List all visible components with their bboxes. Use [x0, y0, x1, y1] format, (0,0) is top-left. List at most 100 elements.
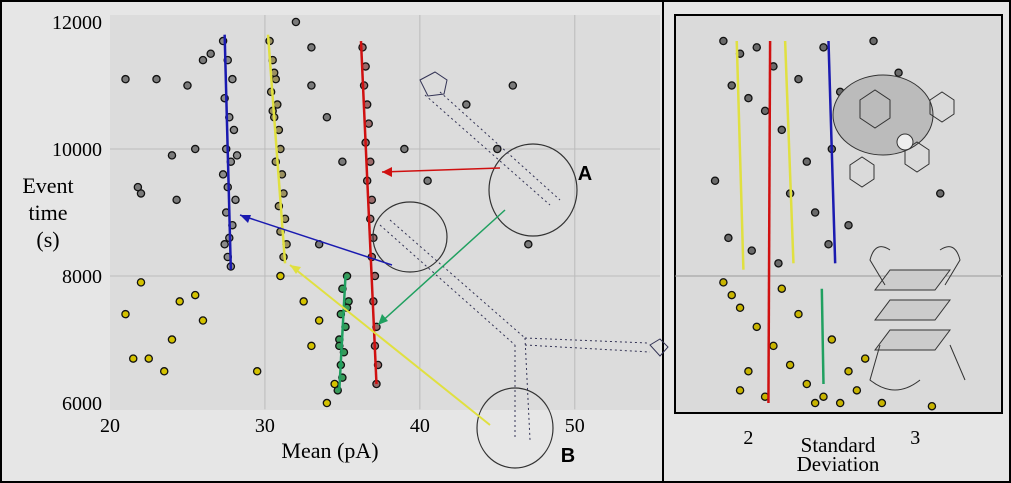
- point: [308, 342, 315, 349]
- point: [895, 69, 902, 76]
- point: [736, 387, 743, 394]
- figure: 20 30 40 50 6000 8000 10000 12000 Mean (pA) Event…: [0, 0, 1011, 483]
- point: [795, 76, 802, 83]
- point: [845, 368, 852, 375]
- point: [300, 298, 307, 305]
- point: [770, 342, 777, 349]
- point: [736, 304, 743, 311]
- point: [803, 158, 810, 165]
- point: [725, 234, 732, 241]
- point: [828, 336, 835, 343]
- y-axis-label: Event: [22, 173, 73, 198]
- point: [145, 355, 152, 362]
- y-tick-label: 10000: [52, 139, 102, 161]
- point: [878, 399, 885, 406]
- point: [168, 336, 175, 343]
- point: [232, 196, 239, 203]
- point: [219, 171, 226, 178]
- ion: [897, 134, 913, 150]
- point: [837, 399, 844, 406]
- point: [820, 393, 827, 400]
- point: [199, 317, 206, 324]
- point: [207, 50, 214, 57]
- point: [745, 368, 752, 375]
- plot-area: [110, 15, 660, 410]
- point: [775, 260, 782, 267]
- point: [122, 311, 129, 318]
- point: [509, 82, 516, 89]
- point: [525, 241, 532, 248]
- x-axis-label: Deviation: [797, 452, 880, 476]
- point: [728, 291, 735, 298]
- point: [221, 241, 228, 248]
- point: [308, 82, 315, 89]
- point: [812, 209, 819, 216]
- point: [401, 145, 408, 152]
- point: [778, 126, 785, 133]
- x-tick-label: 3: [910, 427, 920, 449]
- point: [316, 317, 323, 324]
- point: [711, 177, 718, 184]
- point: [825, 241, 832, 248]
- point: [192, 145, 199, 152]
- chart: 20 30 40 50 6000 8000 10000 12000 Mean (pA) Event…: [0, 0, 1011, 483]
- point: [199, 57, 206, 64]
- point: [161, 368, 168, 375]
- x-tick-label: 20: [100, 415, 120, 437]
- point: [720, 279, 727, 286]
- point: [820, 44, 827, 51]
- x-tick-label: 30: [255, 415, 275, 437]
- point: [233, 152, 240, 159]
- plot-area-right: [675, 15, 1002, 413]
- point: [230, 126, 237, 133]
- point: [463, 101, 470, 108]
- point: [137, 279, 144, 286]
- point: [853, 387, 860, 394]
- point: [937, 190, 944, 197]
- fit-line: [822, 289, 824, 384]
- point: [323, 114, 330, 121]
- point: [365, 120, 372, 127]
- point: [745, 95, 752, 102]
- point: [192, 291, 199, 298]
- y-tick-label: 12000: [52, 12, 102, 34]
- y-tick-label: 8000: [62, 266, 102, 288]
- x-axis-label: Mean (pA): [281, 438, 378, 463]
- point: [812, 399, 819, 406]
- point: [254, 368, 261, 375]
- point: [173, 196, 180, 203]
- x-tick-label: 50: [565, 415, 585, 437]
- fit-line: [768, 41, 770, 403]
- point: [323, 399, 330, 406]
- point: [778, 285, 785, 292]
- point: [274, 101, 281, 108]
- point: [870, 37, 877, 44]
- quadruplex: [875, 270, 950, 350]
- point: [795, 311, 802, 318]
- y-tick-label: 6000: [62, 393, 102, 415]
- point: [761, 107, 768, 114]
- annotation: A: [578, 163, 592, 185]
- point: [153, 76, 160, 83]
- y-axis-label: time: [28, 200, 67, 225]
- point: [184, 82, 191, 89]
- point: [424, 177, 431, 184]
- point: [748, 247, 755, 254]
- x-tick-label: 40: [410, 415, 430, 437]
- point: [130, 355, 137, 362]
- point: [292, 18, 299, 25]
- point: [122, 76, 129, 83]
- point: [753, 44, 760, 51]
- annotation: B: [561, 445, 575, 467]
- point: [168, 152, 175, 159]
- point: [720, 37, 727, 44]
- point: [176, 298, 183, 305]
- point: [753, 323, 760, 330]
- point: [134, 184, 141, 191]
- point: [728, 82, 735, 89]
- point: [308, 44, 315, 51]
- point: [331, 380, 338, 387]
- point: [787, 361, 794, 368]
- point: [862, 355, 869, 362]
- point: [339, 158, 346, 165]
